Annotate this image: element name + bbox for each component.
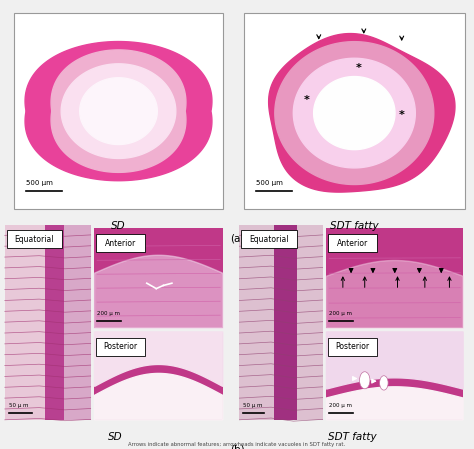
Bar (239, 224, 323, 420)
FancyBboxPatch shape (241, 230, 297, 248)
Bar (5, 224, 91, 420)
Polygon shape (25, 42, 212, 180)
Text: SDT fatty: SDT fatty (330, 221, 379, 231)
Polygon shape (327, 332, 463, 389)
Bar (244, 13, 465, 209)
Text: 200 μ m: 200 μ m (97, 311, 120, 316)
Polygon shape (269, 34, 455, 192)
FancyBboxPatch shape (328, 338, 377, 356)
Bar (327, 332, 463, 420)
Ellipse shape (380, 376, 388, 390)
Polygon shape (94, 374, 223, 420)
Polygon shape (327, 387, 463, 420)
Polygon shape (61, 64, 176, 158)
Text: 500 μm: 500 μm (256, 180, 283, 186)
FancyBboxPatch shape (96, 338, 145, 356)
Text: 50 μ m: 50 μ m (243, 403, 263, 408)
Polygon shape (327, 260, 463, 328)
Bar (14, 13, 223, 209)
Bar (45, 224, 64, 420)
Bar (273, 224, 297, 420)
FancyBboxPatch shape (328, 234, 377, 252)
Bar (327, 229, 463, 328)
Bar (64, 224, 91, 420)
Text: 200 μ m: 200 μ m (329, 403, 352, 408)
Polygon shape (94, 332, 223, 387)
Polygon shape (293, 58, 415, 168)
Polygon shape (51, 50, 186, 172)
Text: (a): (a) (230, 233, 244, 243)
Ellipse shape (359, 372, 370, 389)
Text: Anterior: Anterior (105, 239, 136, 248)
Text: SDT fatty: SDT fatty (328, 432, 376, 442)
FancyBboxPatch shape (96, 234, 145, 252)
Text: Anterior: Anterior (337, 239, 368, 248)
Text: Posterior: Posterior (103, 342, 137, 351)
Text: *: * (356, 63, 362, 73)
Text: *: * (399, 110, 405, 120)
Bar (94, 332, 223, 420)
Text: 500 μm: 500 μm (26, 180, 53, 186)
Text: SD: SD (108, 432, 122, 442)
Text: Arrows indicate abnormal features; arrowheads indicate vacuoles in SDT fatty rat: Arrows indicate abnormal features; arrow… (128, 442, 346, 447)
Polygon shape (80, 78, 157, 145)
Polygon shape (275, 42, 434, 185)
Text: *: * (304, 95, 310, 105)
Text: SD: SD (111, 221, 126, 231)
FancyBboxPatch shape (7, 230, 62, 248)
Text: Equatorial: Equatorial (249, 235, 289, 244)
Polygon shape (94, 255, 223, 328)
Text: (b): (b) (230, 445, 244, 449)
Polygon shape (314, 76, 395, 150)
Bar (94, 229, 223, 328)
Text: Posterior: Posterior (336, 342, 370, 351)
Text: Equatorial: Equatorial (15, 235, 54, 244)
Text: 50 μ m: 50 μ m (9, 403, 28, 408)
Text: 200 μ m: 200 μ m (329, 311, 352, 316)
